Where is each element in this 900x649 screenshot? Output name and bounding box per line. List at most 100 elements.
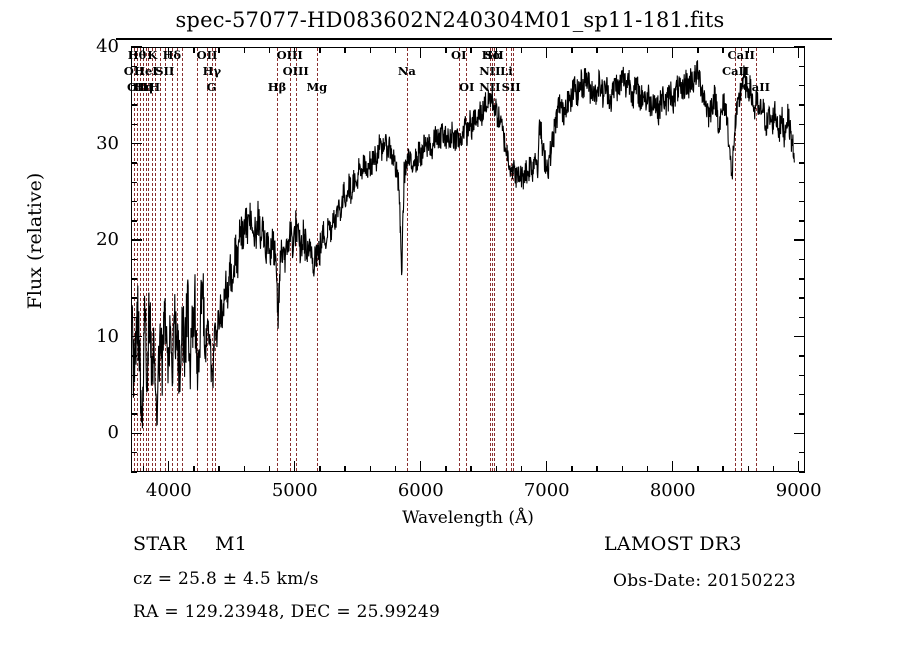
x-tick <box>798 47 800 58</box>
x-tick <box>243 466 246 472</box>
spectral-line-label: SII <box>155 64 175 78</box>
y-tick-label: 0 <box>107 422 119 444</box>
x-tick-label: 8000 <box>649 480 696 501</box>
x-tick <box>747 466 749 472</box>
spectral-line-label: OII <box>123 64 145 78</box>
x-tick <box>546 47 548 58</box>
spectral-line-label: SII <box>484 48 504 62</box>
x-tick <box>722 47 724 53</box>
y-tick <box>794 239 805 241</box>
spectrum-curve <box>132 60 795 429</box>
spectral-line-label: NII <box>479 80 501 94</box>
x-tick <box>495 47 498 53</box>
y-tick <box>131 84 137 87</box>
x-tick <box>319 466 321 472</box>
x-tick <box>722 466 724 472</box>
y-tick <box>799 471 805 473</box>
marker-line <box>735 48 737 471</box>
marker-line <box>148 48 149 471</box>
y-tick <box>131 239 142 241</box>
marker-line <box>214 48 216 471</box>
x-tick <box>470 47 472 53</box>
coordinates: RA = 129.23948, DEC = 25.99249 <box>133 602 441 622</box>
marker-line <box>511 48 513 471</box>
x-tick <box>268 466 271 472</box>
y-tick <box>131 123 137 125</box>
x-tick <box>319 47 321 53</box>
y-tick-label: 40 <box>96 36 119 57</box>
x-tick <box>193 466 195 472</box>
spectral-line-label: G <box>206 80 217 94</box>
x-tick <box>420 47 422 58</box>
marker-line <box>197 48 199 471</box>
spectral-line-label: CaII <box>721 64 750 78</box>
plot-area <box>132 48 804 471</box>
spectral-type: M1 <box>215 533 248 555</box>
marker-line <box>211 48 213 471</box>
y-tick <box>131 258 137 261</box>
marker-line <box>466 48 468 471</box>
marker-line <box>489 48 491 471</box>
y-tick <box>799 316 805 319</box>
y-tick <box>799 394 805 396</box>
y-tick <box>799 258 805 261</box>
spectral-line-label: CaII <box>727 48 755 62</box>
marker-line <box>756 48 758 471</box>
marker-line <box>181 48 183 471</box>
x-tick <box>394 47 397 53</box>
y-tick <box>799 220 805 222</box>
x-tick <box>420 461 422 472</box>
marker-line <box>137 48 139 471</box>
x-tick <box>646 466 649 472</box>
y-tick <box>131 65 137 67</box>
marker-line <box>506 48 508 471</box>
y-tick <box>131 355 137 357</box>
x-tick <box>546 461 548 472</box>
marker-line <box>406 48 408 471</box>
x-tick <box>369 47 372 53</box>
x-tick-label: 9000 <box>775 480 822 501</box>
radial-velocity: cz = 25.8 ± 4.5 km/s <box>133 569 319 589</box>
x-tick <box>772 47 775 53</box>
y-tick <box>799 200 805 203</box>
x-tick <box>571 466 573 472</box>
y-tick-label: 10 <box>96 325 119 347</box>
marker-line <box>295 48 297 471</box>
y-tick <box>131 200 137 203</box>
y-tick <box>794 336 805 338</box>
y-tick <box>131 413 137 415</box>
spectral-line-label: OI <box>451 48 467 62</box>
y-tick <box>131 162 137 164</box>
spectral-line-label: OIII <box>276 48 303 62</box>
x-tick <box>369 466 372 472</box>
y-tick <box>799 413 805 415</box>
x-tick <box>520 466 523 472</box>
spectral-line-label: Hγ <box>202 64 222 78</box>
marker-line <box>277 48 279 471</box>
y-tick-label: 20 <box>96 229 119 251</box>
x-tick <box>672 47 674 58</box>
x-tick <box>218 466 220 472</box>
x-tick <box>243 47 246 53</box>
y-tick <box>131 46 142 48</box>
y-tick <box>799 374 805 377</box>
marker-line <box>160 48 162 471</box>
survey-name: LAMOST DR3 <box>604 533 742 555</box>
y-tick <box>799 104 805 106</box>
y-tick <box>799 181 805 183</box>
spectral-line-label: Mg <box>306 80 328 94</box>
y-tick <box>799 297 805 299</box>
y-tick <box>131 316 137 319</box>
marker-line <box>143 48 145 471</box>
x-tick <box>672 461 674 472</box>
x-tick <box>193 47 195 53</box>
marker-line <box>316 48 318 471</box>
x-tick <box>697 47 699 53</box>
spectral-line-label: Hη <box>133 80 154 94</box>
spectral-line-label: HeI <box>134 64 158 78</box>
marker-line <box>154 48 156 471</box>
x-tick-label: 4000 <box>145 480 192 501</box>
y-tick <box>794 432 805 435</box>
y-tick <box>799 65 805 67</box>
x-axis-label: Wavelength (Å) <box>402 508 534 528</box>
